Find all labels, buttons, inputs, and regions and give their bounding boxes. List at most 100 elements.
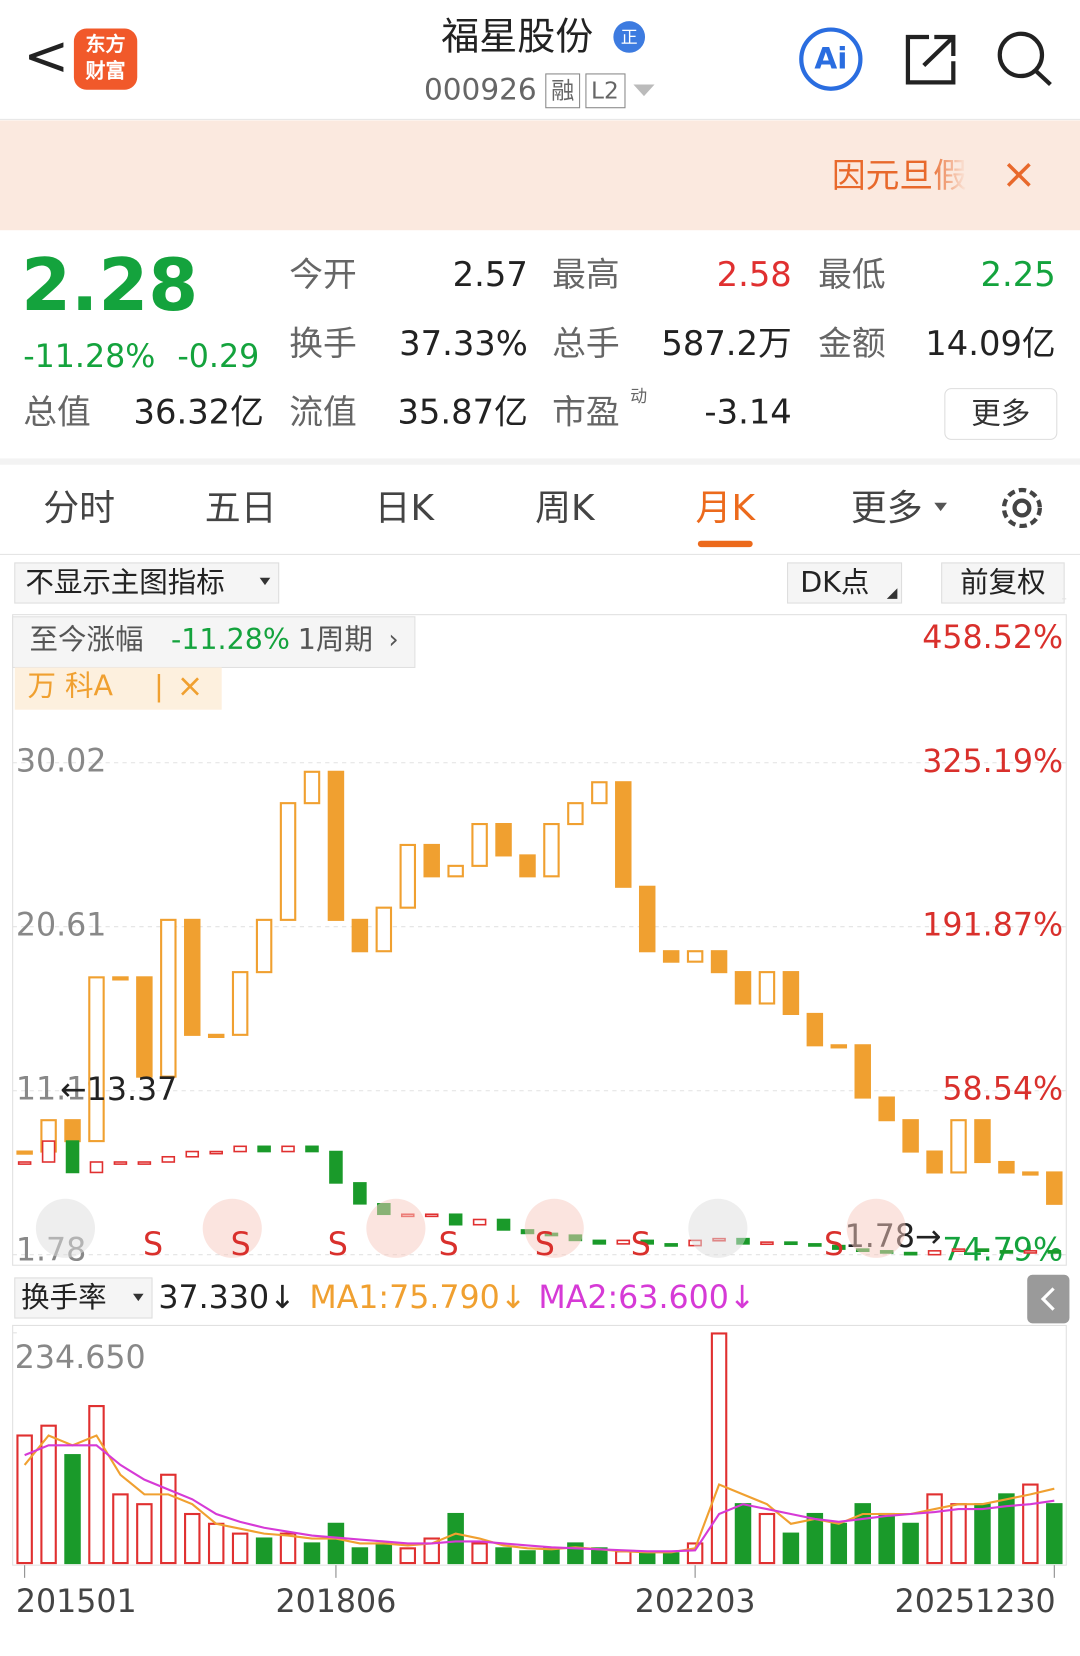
adjust-button[interactable] bbox=[941, 562, 1065, 604]
dk-text[interactable]: DK点 bbox=[800, 566, 869, 599]
dropdown-icon[interactable] bbox=[633, 84, 655, 97]
field-label: 换手 bbox=[289, 324, 357, 363]
more-text[interactable]: 更多 bbox=[971, 397, 1030, 431]
tab[interactable]: 月K bbox=[696, 488, 757, 529]
turnover-bar bbox=[64, 1454, 81, 1565]
turnover-bar bbox=[327, 1522, 345, 1565]
candle bbox=[640, 1239, 655, 1245]
banner-text[interactable]: 因元旦假 bbox=[832, 156, 967, 195]
candle bbox=[592, 1239, 607, 1245]
field-label: 总手 bbox=[552, 324, 620, 363]
candle bbox=[1023, 1250, 1038, 1254]
more-button[interactable] bbox=[944, 388, 1058, 440]
candle bbox=[17, 1161, 32, 1165]
banner-close[interactable]: × bbox=[1001, 149, 1036, 198]
turnover-bar bbox=[136, 1503, 153, 1565]
indicator-text[interactable]: 不显示主图指标 bbox=[25, 566, 224, 599]
search-icon[interactable] bbox=[997, 31, 1045, 79]
turnover-bar bbox=[16, 1434, 33, 1565]
kline-chart: 30.0220.6111.191.78458.52%325.19%191.87%… bbox=[12, 598, 1067, 1269]
candle bbox=[1047, 1250, 1062, 1254]
compare-candle bbox=[399, 843, 417, 909]
field-value: 37.33% bbox=[399, 324, 528, 363]
tab[interactable]: 五日 bbox=[205, 488, 277, 529]
x-tick-label: 20251230 bbox=[895, 1584, 1056, 1620]
indicator-select[interactable] bbox=[14, 1277, 153, 1319]
compare-candle bbox=[1022, 1171, 1039, 1176]
turnover-bar bbox=[375, 1542, 393, 1565]
candle bbox=[185, 1150, 200, 1158]
badge-text: 正 bbox=[621, 27, 638, 47]
turnover-bar bbox=[950, 1503, 967, 1565]
field-note: 动 bbox=[630, 386, 647, 406]
period-change: -11.28% bbox=[171, 623, 290, 656]
settings-icon[interactable] bbox=[1001, 487, 1042, 529]
turnover-bar bbox=[231, 1532, 249, 1565]
candle bbox=[903, 1251, 918, 1256]
tab[interactable]: 更多 bbox=[851, 488, 923, 529]
candle bbox=[999, 1250, 1014, 1254]
turnover-indicator[interactable]: 换手率 bbox=[21, 1281, 106, 1314]
turnover-bar bbox=[662, 1552, 680, 1565]
compare-candle bbox=[998, 1160, 1015, 1174]
candle bbox=[257, 1145, 271, 1153]
compare-candle bbox=[878, 1096, 895, 1122]
turnover-bar bbox=[758, 1512, 776, 1565]
candle bbox=[951, 1248, 966, 1253]
field-label: 最低 bbox=[818, 255, 886, 294]
tabs: 分时 五日 日K 周K 月K 更多 bbox=[43, 488, 923, 548]
signal-halo bbox=[366, 1198, 426, 1258]
share-icon[interactable] bbox=[905, 34, 956, 85]
compare-candle bbox=[638, 885, 656, 953]
candle bbox=[760, 1241, 774, 1246]
turnover-bar bbox=[519, 1550, 536, 1565]
candle bbox=[89, 1161, 104, 1174]
compare-candle bbox=[710, 950, 728, 974]
tab[interactable]: 日K bbox=[375, 488, 436, 529]
search-icon-handle bbox=[1034, 69, 1052, 87]
compare-candle bbox=[279, 802, 297, 921]
compare-candle bbox=[136, 976, 153, 1078]
tab-underline bbox=[697, 540, 753, 548]
indicator-select[interactable] bbox=[14, 562, 280, 604]
field-label: 今开 bbox=[289, 255, 357, 294]
signal: S bbox=[631, 1227, 651, 1263]
candle bbox=[975, 1248, 990, 1253]
tag: L2 bbox=[591, 77, 619, 104]
tab[interactable]: 分时 bbox=[43, 488, 115, 529]
turnover-bar bbox=[303, 1542, 321, 1565]
field-value: -3.14 bbox=[704, 392, 791, 431]
turnover-bar bbox=[878, 1512, 895, 1565]
compare-close[interactable]: × bbox=[177, 669, 204, 705]
turnover-bar bbox=[998, 1493, 1015, 1565]
turnover-bar bbox=[902, 1522, 919, 1565]
compare-candle bbox=[160, 918, 177, 1078]
y2-tick-label: 325.19% bbox=[922, 744, 1063, 780]
candle bbox=[353, 1182, 367, 1205]
signal-halo bbox=[202, 1198, 262, 1258]
gear[interactable] bbox=[1001, 487, 1042, 529]
candle bbox=[161, 1155, 176, 1163]
quote-fields: 今开 2.57 最高 2.58 最低 2.25 换手 37.33% 总手 587.2万 金额 14.0… bbox=[23, 255, 1055, 431]
field-value: 587.2万 bbox=[661, 324, 791, 363]
signal: S bbox=[231, 1227, 251, 1263]
tab[interactable]: 周K bbox=[535, 488, 596, 529]
compare-candle bbox=[423, 843, 440, 878]
adjust-text[interactable]: 前复权 bbox=[960, 566, 1045, 599]
stock-name: 福星股份 bbox=[441, 15, 593, 59]
candle bbox=[448, 1213, 463, 1226]
back-button[interactable]: < bbox=[23, 23, 69, 87]
collapse-button[interactable] bbox=[1027, 1274, 1070, 1324]
dk-button[interactable] bbox=[787, 562, 903, 604]
candle bbox=[233, 1145, 247, 1153]
y2-tick-label: 191.87% bbox=[922, 908, 1063, 944]
turnover-bar bbox=[447, 1512, 464, 1565]
field-value: 36.32亿 bbox=[134, 392, 264, 431]
turnover-bar bbox=[112, 1493, 129, 1565]
ai-button[interactable] bbox=[799, 27, 863, 91]
price: 2.28 bbox=[21, 243, 198, 327]
compare-candle bbox=[758, 971, 776, 1005]
x-tick-label: 201501 bbox=[16, 1584, 137, 1620]
compare-candle bbox=[327, 770, 345, 921]
